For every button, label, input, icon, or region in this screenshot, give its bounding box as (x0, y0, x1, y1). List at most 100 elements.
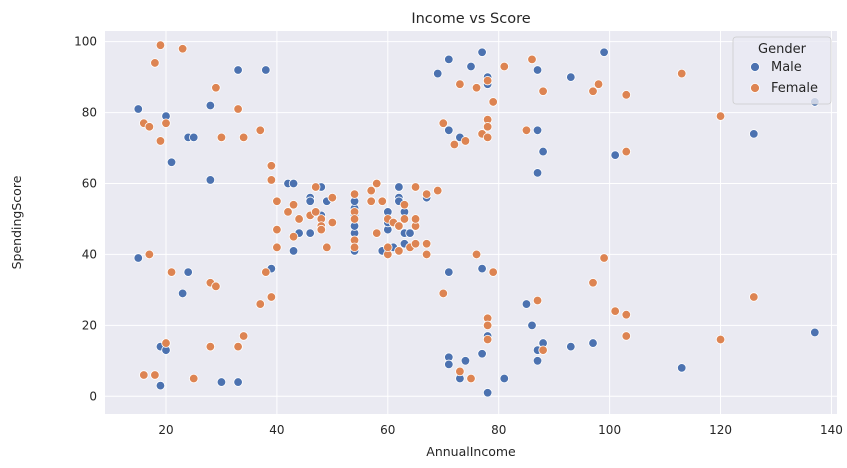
y-tick-label: 60 (82, 176, 97, 190)
data-point (349, 242, 360, 253)
data-point (394, 246, 404, 256)
data-point (377, 196, 387, 206)
data-point (133, 253, 143, 263)
data-point (216, 377, 227, 387)
x-tick-label: 80 (491, 423, 506, 437)
data-point (715, 111, 726, 121)
data-point (482, 75, 493, 86)
data-point (532, 168, 543, 178)
data-point (311, 207, 321, 217)
legend-label-male: Male (771, 60, 802, 75)
chart-title: Income vs Score (411, 11, 530, 27)
x-axis-label: AnnualIncome (426, 444, 516, 459)
data-point (133, 104, 143, 114)
data-point (283, 207, 293, 217)
y-tick-label: 80 (82, 106, 97, 120)
plot-area (105, 31, 837, 414)
data-point (410, 239, 421, 249)
data-point (294, 214, 304, 224)
data-point (715, 334, 726, 345)
data-point (305, 228, 315, 238)
data-point (599, 253, 609, 263)
data-point (261, 65, 271, 75)
data-point (305, 196, 315, 206)
data-point (538, 146, 548, 157)
legend-title: Gender (758, 42, 807, 57)
data-point (383, 242, 393, 253)
data-point (233, 377, 243, 387)
data-point (532, 295, 543, 306)
data-point (266, 175, 277, 185)
legend-marker-male (750, 62, 760, 72)
data-point (421, 189, 432, 199)
y-axis-ticks: 0 20 40 60 80 100 (74, 35, 97, 404)
data-point (316, 224, 326, 235)
data-point (621, 146, 631, 157)
data-point (477, 349, 487, 359)
data-point (444, 54, 454, 65)
data-point (482, 320, 493, 331)
data-point (588, 338, 598, 348)
data-point (155, 40, 166, 50)
data-point (161, 338, 171, 348)
data-point (366, 196, 376, 206)
data-point (183, 267, 193, 277)
data-point (499, 61, 509, 72)
data-point (189, 132, 199, 143)
data-point (566, 341, 576, 352)
data-point (139, 370, 149, 380)
data-point (211, 83, 221, 93)
data-point (272, 242, 282, 253)
data-point (399, 214, 410, 224)
data-point (394, 221, 404, 231)
data-point (150, 58, 160, 68)
data-point (327, 192, 338, 203)
data-point (499, 373, 509, 384)
data-point (144, 122, 155, 132)
data-point (349, 189, 360, 199)
y-tick-label: 40 (82, 247, 97, 261)
data-point (155, 380, 166, 391)
data-point (488, 267, 498, 277)
data-points (133, 40, 820, 398)
data-point (372, 228, 382, 238)
data-point (349, 214, 360, 224)
data-point (150, 370, 160, 380)
data-point (410, 182, 421, 192)
data-point (288, 231, 299, 242)
x-tick-label: 40 (269, 423, 284, 437)
data-point (621, 310, 631, 320)
data-point (421, 249, 432, 260)
data-point (272, 224, 282, 235)
data-point (438, 288, 448, 299)
x-tick-label: 100 (598, 423, 621, 437)
data-point (233, 65, 243, 75)
data-point (460, 356, 471, 366)
data-point (538, 86, 548, 96)
data-point (621, 331, 631, 341)
data-point (466, 373, 476, 384)
data-point (410, 214, 421, 224)
y-axis-label: SpendingScore (9, 175, 24, 269)
data-point (394, 182, 404, 192)
data-point (216, 132, 227, 143)
data-point (449, 139, 460, 150)
data-point (421, 239, 432, 249)
data-point (810, 327, 820, 338)
data-point (144, 249, 155, 260)
data-point (166, 157, 177, 167)
data-point (588, 278, 598, 288)
series-male (133, 47, 820, 398)
data-point (233, 341, 243, 352)
data-point (155, 136, 166, 146)
x-tick-label: 140 (820, 423, 843, 437)
data-point (205, 100, 216, 111)
data-point (621, 90, 631, 100)
data-point (255, 299, 265, 309)
data-point (444, 359, 454, 370)
data-point (327, 217, 338, 228)
data-point (466, 61, 476, 72)
data-point (405, 228, 415, 238)
data-point (161, 118, 171, 128)
